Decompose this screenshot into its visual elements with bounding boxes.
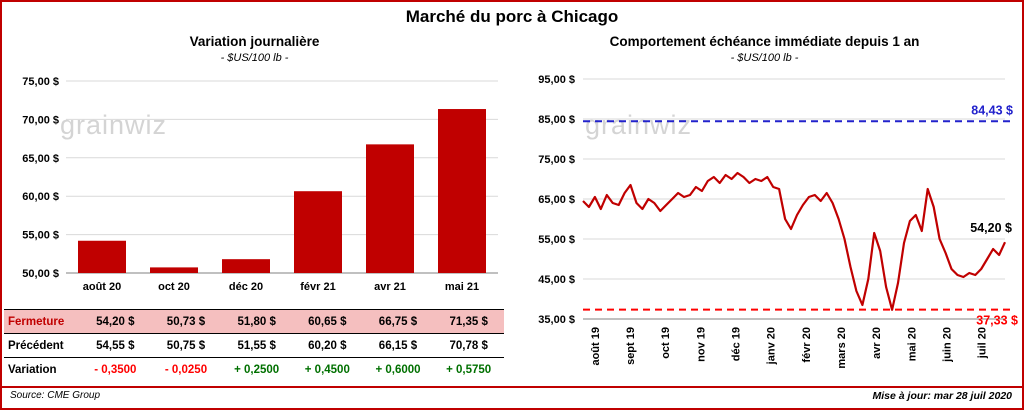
bar [438,109,486,273]
price-table: Fermeture 54,20 $ 50,73 $ 51,80 $ 60,65 $ 66,… [4,309,504,381]
table-cell: 50,75 $ [166,339,206,352]
y-tick-label: 75,00 $ [538,154,575,166]
one-year-line-chart: 95,00 $ 85,00 $ 75,00 $ 65,00 $ 55,00 $ 45,00… [538,74,1018,369]
x-month-label: janv 20 [766,327,778,365]
daily-variation-bar-chart: 75,00 $ 70,00 $ 65,00 $ 60,00 $ 55,00 $ 50,00… [22,76,498,293]
x-category-label: avr 21 [374,281,406,293]
bar-chart-title: Variation journalière [189,34,320,49]
report-footer: Source: CME Group Mise à jour: mar 28 ju… [2,386,1022,408]
table-cell: 51,55 $ [237,339,276,352]
table-cell: 60,20 $ [308,339,347,352]
y-tick-label: 75,00 $ [22,76,59,88]
table-row: Fermeture 54,20 $ 50,73 $ 51,80 $ 60,65 $ 66,… [4,309,504,333]
table-cell: + 0,4500 [304,363,350,376]
x-month-label: sept 19 [625,327,637,365]
bar [222,259,270,273]
last-value-label: 54,20 $ [970,221,1012,235]
line-chart-subtitle: - $US/100 lb - [730,52,799,64]
table-row: Variation - 0,3500 - 0,0250 + 0,2500 + 0,450… [4,357,504,381]
x-month-label: oct 19 [660,327,672,359]
y-tick-label: 45,00 $ [538,274,575,286]
table-cell: 60,65 $ [308,315,347,328]
y-tick-label: 35,00 $ [538,314,575,326]
table-cell: 50,73 $ [166,315,206,328]
x-category-label: mai 21 [445,281,479,293]
y-tick-label: 70,00 $ [22,114,59,126]
table-cell: + 0,2500 [234,363,280,376]
x-category-label: août 20 [83,281,122,293]
table-cell: 54,20 $ [96,315,135,328]
table-cell: 70,78 $ [449,339,488,352]
x-category-label: oct 20 [158,281,190,293]
y-tick-label: 50,00 $ [22,268,59,280]
x-month-label: nov 19 [695,327,707,362]
x-month-label: avr 20 [871,327,883,359]
row-label: Fermeture [8,315,65,328]
report-header: Marché du porc à Chicago [2,2,1022,32]
report-content: Variation journalière - $US/100 lb - gra… [2,32,1022,386]
source-note: Source: CME Group [10,390,101,401]
bar [294,191,342,273]
x-category-label: févr 21 [300,281,335,293]
daily-variation-panel: Variation journalière - $US/100 lb - gra… [2,32,507,386]
y-tick-label: 65,00 $ [22,153,59,165]
bar-chart-subtitle: - $US/100 lb - [220,52,289,64]
table-cell: - 0,0250 [164,363,208,376]
high-value-label: 84,43 $ [971,103,1013,117]
updated-note: Mise à jour: mar 28 juil 2020 [872,390,1012,402]
table-cell: + 0,5750 [446,363,492,376]
table-cell: 54,55 $ [96,339,135,352]
table-cell: 71,35 $ [449,315,488,328]
table-cell: 66,75 $ [378,315,418,328]
x-category-label: déc 20 [229,281,263,293]
bar [366,144,414,273]
y-tick-label: 95,00 $ [538,74,575,86]
y-tick-label: 85,00 $ [538,114,575,126]
y-tick-label: 55,00 $ [538,234,575,246]
x-month-label: mars 20 [836,327,848,369]
price-line [582,171,1006,311]
bar [150,267,198,273]
table-cell: 51,80 $ [237,315,276,328]
x-month-label: mai 20 [906,327,918,361]
one-year-panel: Comportement échéance immédiate depuis 1… [507,32,1022,386]
x-month-label: août 19 [590,327,602,366]
y-tick-label: 60,00 $ [22,191,59,203]
x-month-label: févr 20 [801,327,813,362]
low-value-label: 37,33 $ [976,314,1018,328]
table-cell: + 0,6000 [375,363,421,376]
table-cell: 66,15 $ [378,339,418,352]
table-cell: - 0,3500 [94,363,137,376]
line-chart-title: Comportement échéance immédiate depuis 1… [609,34,920,49]
table-row: Précédent 54,55 $ 50,75 $ 51,55 $ 60,20 $ 66,… [4,333,504,357]
row-label: Précédent [8,339,64,352]
bar [78,240,126,273]
x-month-label: juil 20 [977,327,989,359]
x-month-label: déc 19 [730,327,742,361]
x-month-label: juin 20 [941,327,953,363]
y-tick-label: 55,00 $ [22,230,59,242]
page-title: Marché du porc à Chicago [405,7,619,26]
row-label: Variation [8,363,57,376]
y-tick-label: 65,00 $ [538,194,575,206]
